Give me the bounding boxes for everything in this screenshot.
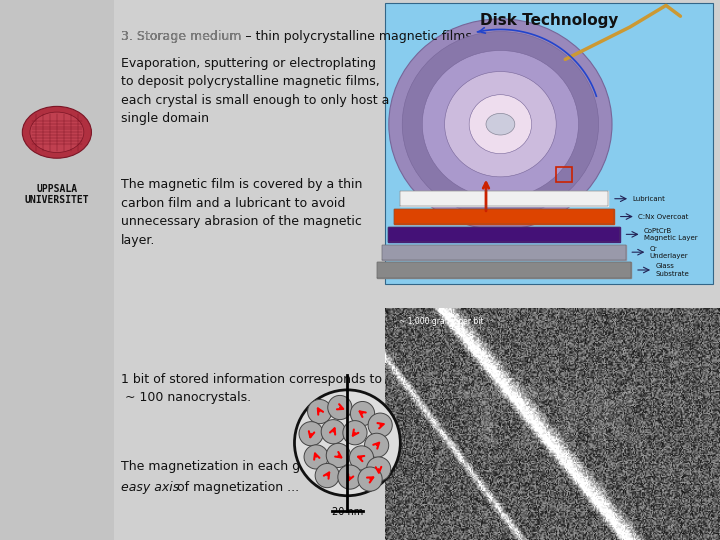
Circle shape bbox=[307, 400, 332, 424]
Circle shape bbox=[358, 467, 382, 491]
Circle shape bbox=[368, 413, 392, 437]
Ellipse shape bbox=[444, 71, 556, 177]
Text: Evaporation, sputtering or electroplating
to deposit polycrystalline magnetic fi: Evaporation, sputtering or electroplatin… bbox=[121, 57, 390, 125]
Polygon shape bbox=[388, 227, 620, 242]
Text: Cr
Underlayer: Cr Underlayer bbox=[649, 246, 688, 259]
Text: 3. Storage medium – thin polycrystalline magnetic films: 3. Storage medium – thin polycrystalline… bbox=[121, 30, 472, 43]
Circle shape bbox=[30, 112, 84, 152]
Text: ~ 1,000 grains per bit: ~ 1,000 grains per bit bbox=[399, 317, 483, 326]
Text: Lubricant: Lubricant bbox=[632, 195, 665, 202]
Ellipse shape bbox=[402, 31, 598, 217]
Circle shape bbox=[338, 465, 362, 489]
Circle shape bbox=[315, 463, 339, 488]
Circle shape bbox=[343, 421, 367, 445]
Text: 3. Storage medium: 3. Storage medium bbox=[121, 30, 241, 43]
Text: TDK: TDK bbox=[457, 383, 648, 464]
Text: C:Nx Overcoat: C:Nx Overcoat bbox=[638, 213, 688, 220]
Polygon shape bbox=[377, 262, 631, 278]
Circle shape bbox=[326, 443, 351, 468]
Polygon shape bbox=[394, 209, 614, 224]
Text: 1 bit of stored information corresponds to
 ~ 100 nanocrystals.: 1 bit of stored information corresponds … bbox=[121, 373, 382, 404]
Text: 20 nm: 20 nm bbox=[332, 508, 363, 517]
Bar bbox=[385, 3, 713, 284]
Polygon shape bbox=[400, 191, 608, 206]
Circle shape bbox=[294, 390, 400, 496]
Circle shape bbox=[351, 401, 374, 426]
Text: of magnetization ...: of magnetization ... bbox=[173, 481, 299, 494]
Bar bbox=[556, 167, 572, 182]
Ellipse shape bbox=[469, 94, 531, 154]
Ellipse shape bbox=[389, 19, 612, 230]
Circle shape bbox=[304, 445, 328, 469]
Ellipse shape bbox=[422, 51, 579, 198]
Bar bbox=[0, 0, 114, 540]
Text: The magnetic film is covered by a thin
carbon film and a lubricant to avoid
unne: The magnetic film is covered by a thin c… bbox=[121, 178, 362, 247]
Text: Disk Technology: Disk Technology bbox=[480, 14, 618, 29]
Circle shape bbox=[321, 420, 346, 444]
Text: The magnetization in each grain along an: The magnetization in each grain along an bbox=[121, 460, 383, 473]
Circle shape bbox=[486, 113, 515, 135]
Circle shape bbox=[364, 433, 389, 457]
Text: easy axis: easy axis bbox=[121, 481, 179, 494]
Polygon shape bbox=[382, 245, 626, 260]
Text: CoPtCrB
Magnetic Layer: CoPtCrB Magnetic Layer bbox=[644, 228, 697, 241]
Text: UPPSALA
UNIVERSITET: UPPSALA UNIVERSITET bbox=[24, 184, 89, 205]
Circle shape bbox=[349, 446, 374, 470]
Circle shape bbox=[366, 457, 391, 481]
Circle shape bbox=[299, 422, 323, 446]
Text: Glass
Substrate: Glass Substrate bbox=[655, 264, 689, 276]
Circle shape bbox=[328, 395, 352, 420]
Circle shape bbox=[22, 106, 91, 158]
